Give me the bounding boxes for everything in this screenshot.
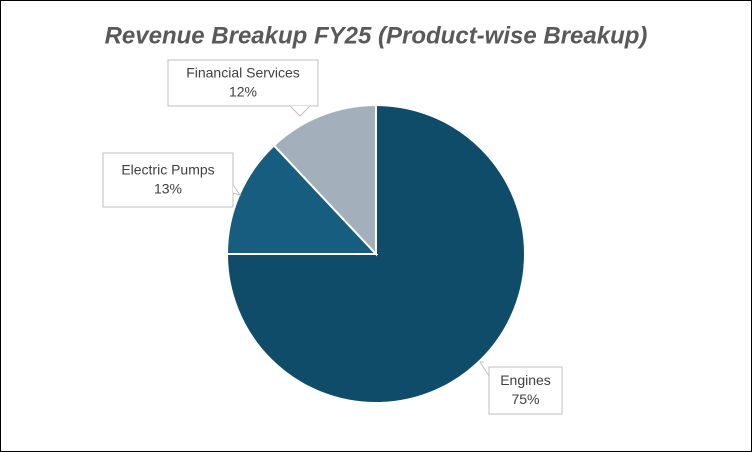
callout-pointer (289, 105, 311, 117)
chart-title: Revenue Breakup FY25 (Product-wise Break… (105, 22, 648, 49)
callout-box (488, 366, 563, 415)
data-label-name: Financial Services (186, 65, 300, 81)
data-label-value: 13% (154, 181, 182, 197)
data-label-name: Electric Pumps (121, 162, 214, 178)
data-label-value: 12% (229, 84, 257, 100)
pie-slice (272, 103, 377, 257)
callout-box (167, 59, 319, 107)
callout-pointer (232, 184, 242, 196)
data-label-name: Engines (500, 372, 551, 388)
callout-pointer (479, 361, 490, 377)
pie-slice (225, 103, 526, 404)
callout-box (102, 152, 234, 208)
data-label-value: 75% (511, 391, 539, 407)
